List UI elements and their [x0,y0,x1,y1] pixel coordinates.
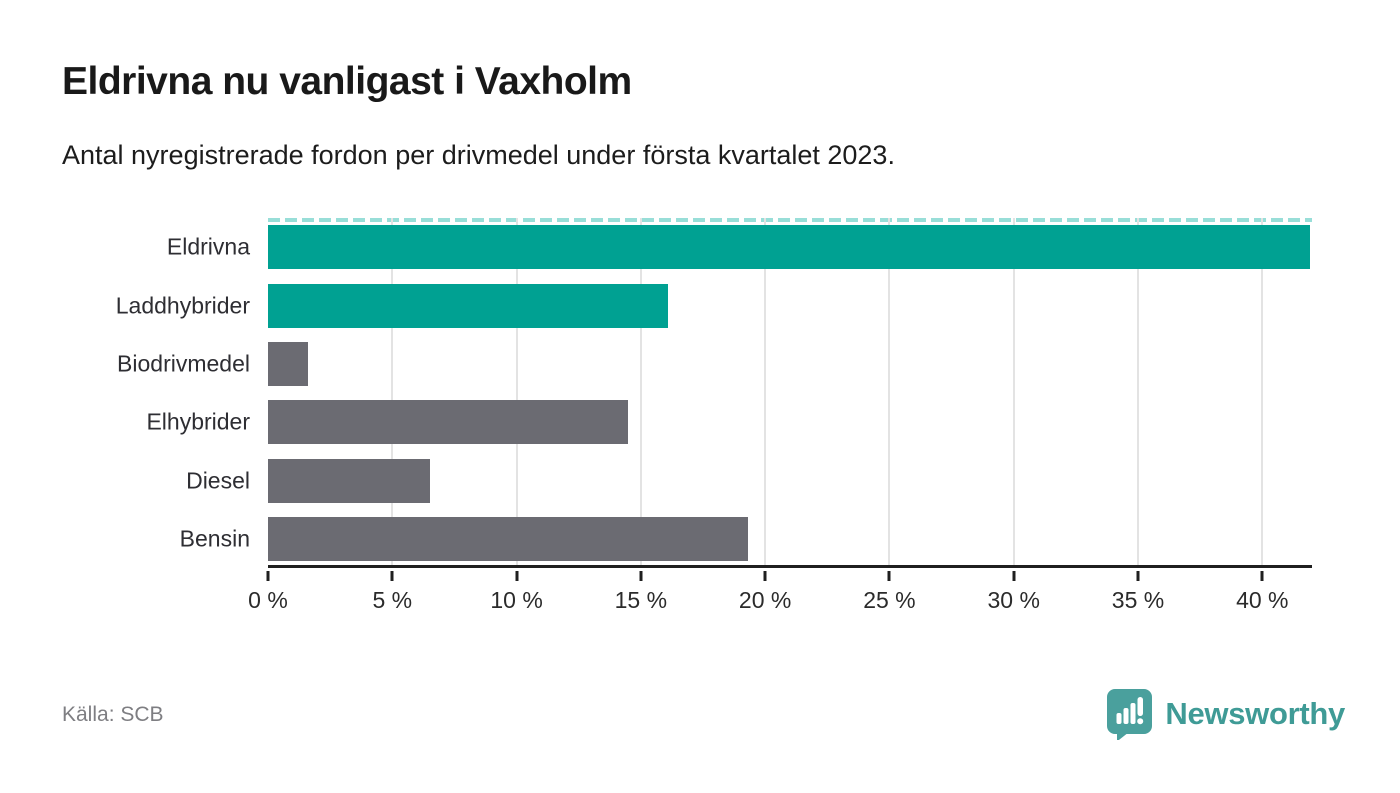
axis-tick [887,571,891,581]
axis-tick-label: 25 % [863,587,916,613]
newsworthy-logo-icon [1107,689,1153,740]
category-label: Laddhybrider [115,292,250,318]
axis-tick-label: 5 % [372,587,413,613]
bar-bensin [268,516,748,561]
axis-tick [515,571,519,581]
axis-tick-label: 30 % [987,587,1040,613]
bar-diesel [268,458,430,503]
source-note: Källa: SCB [62,703,164,726]
axis-tick-label: 35 % [1111,587,1165,613]
axis-tick-label: 40 % [1236,587,1289,613]
axis-tick [1260,571,1264,581]
gridline [515,218,518,565]
chart-subtitle: Antal nyregistrerade fordon per drivmede… [62,140,895,170]
axis-tick [639,571,643,581]
bar-eldrivna [268,225,1310,270]
gridline [1012,218,1015,565]
category-label: Diesel [186,467,250,493]
axis-tick [266,571,270,581]
brand-logo: Newsworthy [1106,688,1345,740]
gridline [391,218,394,565]
axis-tick-label: 15 % [614,587,668,613]
gridline [1137,218,1139,565]
gridline [639,218,642,565]
category-label: Eldrivna [166,233,250,260]
axis-tick [763,571,767,581]
bar-elhybrider [268,400,629,445]
brand-wordmark: Newsworthy [1165,696,1345,731]
category-label: Elhybrider [146,408,250,435]
bar-laddhybrider [268,283,669,328]
category-label: Bensin [179,525,250,552]
top-cut-dashed-line [268,218,1312,222]
page-title: Eldrivna nu vanligast i Vaxholm [62,60,632,103]
axis-tick-label: 0 % [248,587,288,613]
axis-tick [1012,571,1016,581]
category-label: Biodrivmedel [117,350,250,377]
gridline [888,218,891,565]
axis-tick-label: 20 % [738,587,792,613]
axis-tick-label: 10 % [490,587,543,613]
bar-biodrivmedel [268,341,308,386]
x-axis: 0 % 5 % 10 % 15 % 20 % 25 % 30 % 35 % 40 % [248,571,1312,631]
plot-area [268,218,1312,568]
axis-tick [390,571,394,581]
axis-tick [1136,571,1140,581]
gridline [1261,218,1264,565]
category-labels: Eldrivna Laddhybrider Biodrivmedel Elhybrid… [0,218,250,568]
gridline [764,218,767,565]
